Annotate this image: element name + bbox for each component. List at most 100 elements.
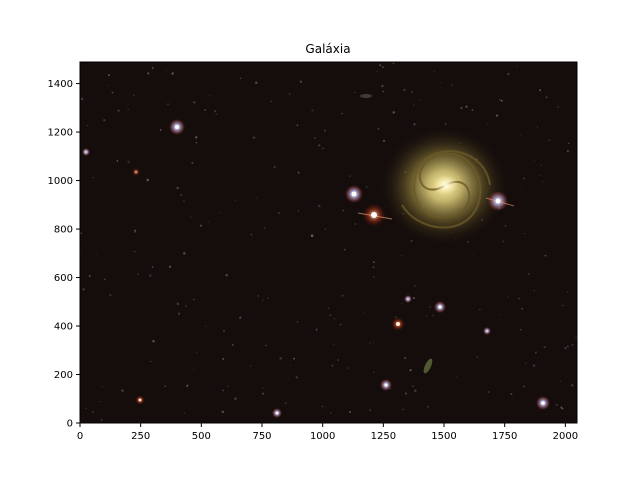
faint-star [273, 165, 276, 169]
faint-star [101, 386, 103, 388]
sky-background [80, 62, 577, 423]
faint-star [534, 351, 537, 354]
faint-star [382, 139, 386, 143]
faint-star [191, 161, 194, 164]
faint-star [137, 273, 140, 275]
faint-star [520, 134, 522, 136]
faint-star [270, 100, 272, 103]
faint-star [372, 341, 375, 343]
faint-star [261, 392, 265, 395]
faint-star [262, 299, 264, 301]
x-tick-label: 1750 [492, 431, 517, 442]
faint-star [403, 88, 406, 92]
faint-star [150, 360, 152, 362]
faint-star [329, 412, 332, 415]
faint-star [324, 228, 327, 230]
faint-star [488, 391, 490, 393]
faint-star [524, 362, 527, 364]
x-tick-label: 0 [77, 431, 83, 442]
faint-star [296, 124, 299, 127]
faint-star [204, 109, 207, 111]
faint-star [227, 385, 229, 387]
faint-star [545, 413, 547, 415]
faint-star [164, 385, 166, 387]
faint-star [379, 64, 381, 66]
faint-star [297, 171, 300, 174]
faint-star [520, 186, 522, 187]
faint-star [392, 62, 395, 65]
faint-star [176, 186, 179, 190]
faint-star [342, 209, 345, 212]
galaxy-image [80, 62, 577, 423]
faint-star [279, 357, 282, 360]
faint-star [539, 174, 541, 176]
faint-star [566, 345, 569, 348]
faint-star [152, 339, 155, 343]
faint-star [92, 410, 95, 414]
faint-star [519, 328, 522, 331]
faint-star [555, 403, 558, 406]
faint-star [465, 105, 468, 108]
faint-star [566, 291, 569, 293]
faint-star [403, 356, 407, 360]
faint-star [107, 74, 111, 77]
faint-star [561, 304, 564, 307]
x-tick-label: 1500 [431, 431, 456, 442]
faint-star [318, 204, 321, 208]
faint-star [193, 368, 195, 370]
faint-star [419, 99, 421, 101]
faint-star [433, 70, 435, 72]
faint-star [116, 160, 119, 162]
faint-star [377, 127, 380, 130]
faint-star [451, 84, 453, 86]
faint-star [439, 82, 441, 84]
faint-star [401, 303, 403, 305]
faint-star [267, 297, 269, 299]
faint-star [199, 224, 203, 227]
faint-star [376, 70, 379, 73]
faint-star [548, 139, 551, 142]
faint-star [532, 364, 536, 367]
faint-star [297, 210, 300, 212]
faint-star [322, 147, 324, 150]
faint-star [432, 314, 434, 317]
faint-star [568, 142, 570, 144]
faint-star [381, 66, 384, 69]
faint-star [250, 233, 253, 236]
y-tick-label: 600 [54, 273, 73, 284]
faint-star [261, 387, 264, 389]
faint-star [296, 321, 299, 323]
faint-star [333, 317, 335, 320]
faint-star [500, 99, 503, 102]
faint-star [288, 93, 291, 95]
faint-star [275, 291, 277, 293]
faint-star [468, 345, 470, 347]
faint-star [366, 186, 368, 188]
faint-star [539, 89, 542, 92]
faint-star [146, 178, 149, 182]
faint-star [566, 149, 570, 153]
faint-star [455, 375, 457, 377]
x-tick-label: 500 [192, 431, 211, 442]
faint-star [195, 351, 198, 354]
faint-star [341, 112, 343, 115]
faint-star [311, 109, 314, 112]
faint-star [168, 265, 172, 268]
faint-star [80, 249, 82, 251]
plot-title: Galáxia [305, 42, 350, 56]
faint-star [299, 80, 303, 83]
faint-star [339, 323, 342, 326]
x-tick-label: 2000 [553, 431, 578, 442]
faint-star [171, 72, 174, 75]
faint-star [192, 298, 195, 301]
faint-star [221, 389, 225, 392]
faint-star [250, 365, 252, 367]
faint-star [471, 109, 474, 111]
faint-star [373, 371, 375, 374]
faint-star [486, 123, 488, 125]
faint-star [133, 250, 136, 253]
faint-star [85, 407, 87, 409]
faint-star [533, 159, 535, 161]
faint-star [223, 330, 225, 332]
faint-star [544, 254, 547, 257]
